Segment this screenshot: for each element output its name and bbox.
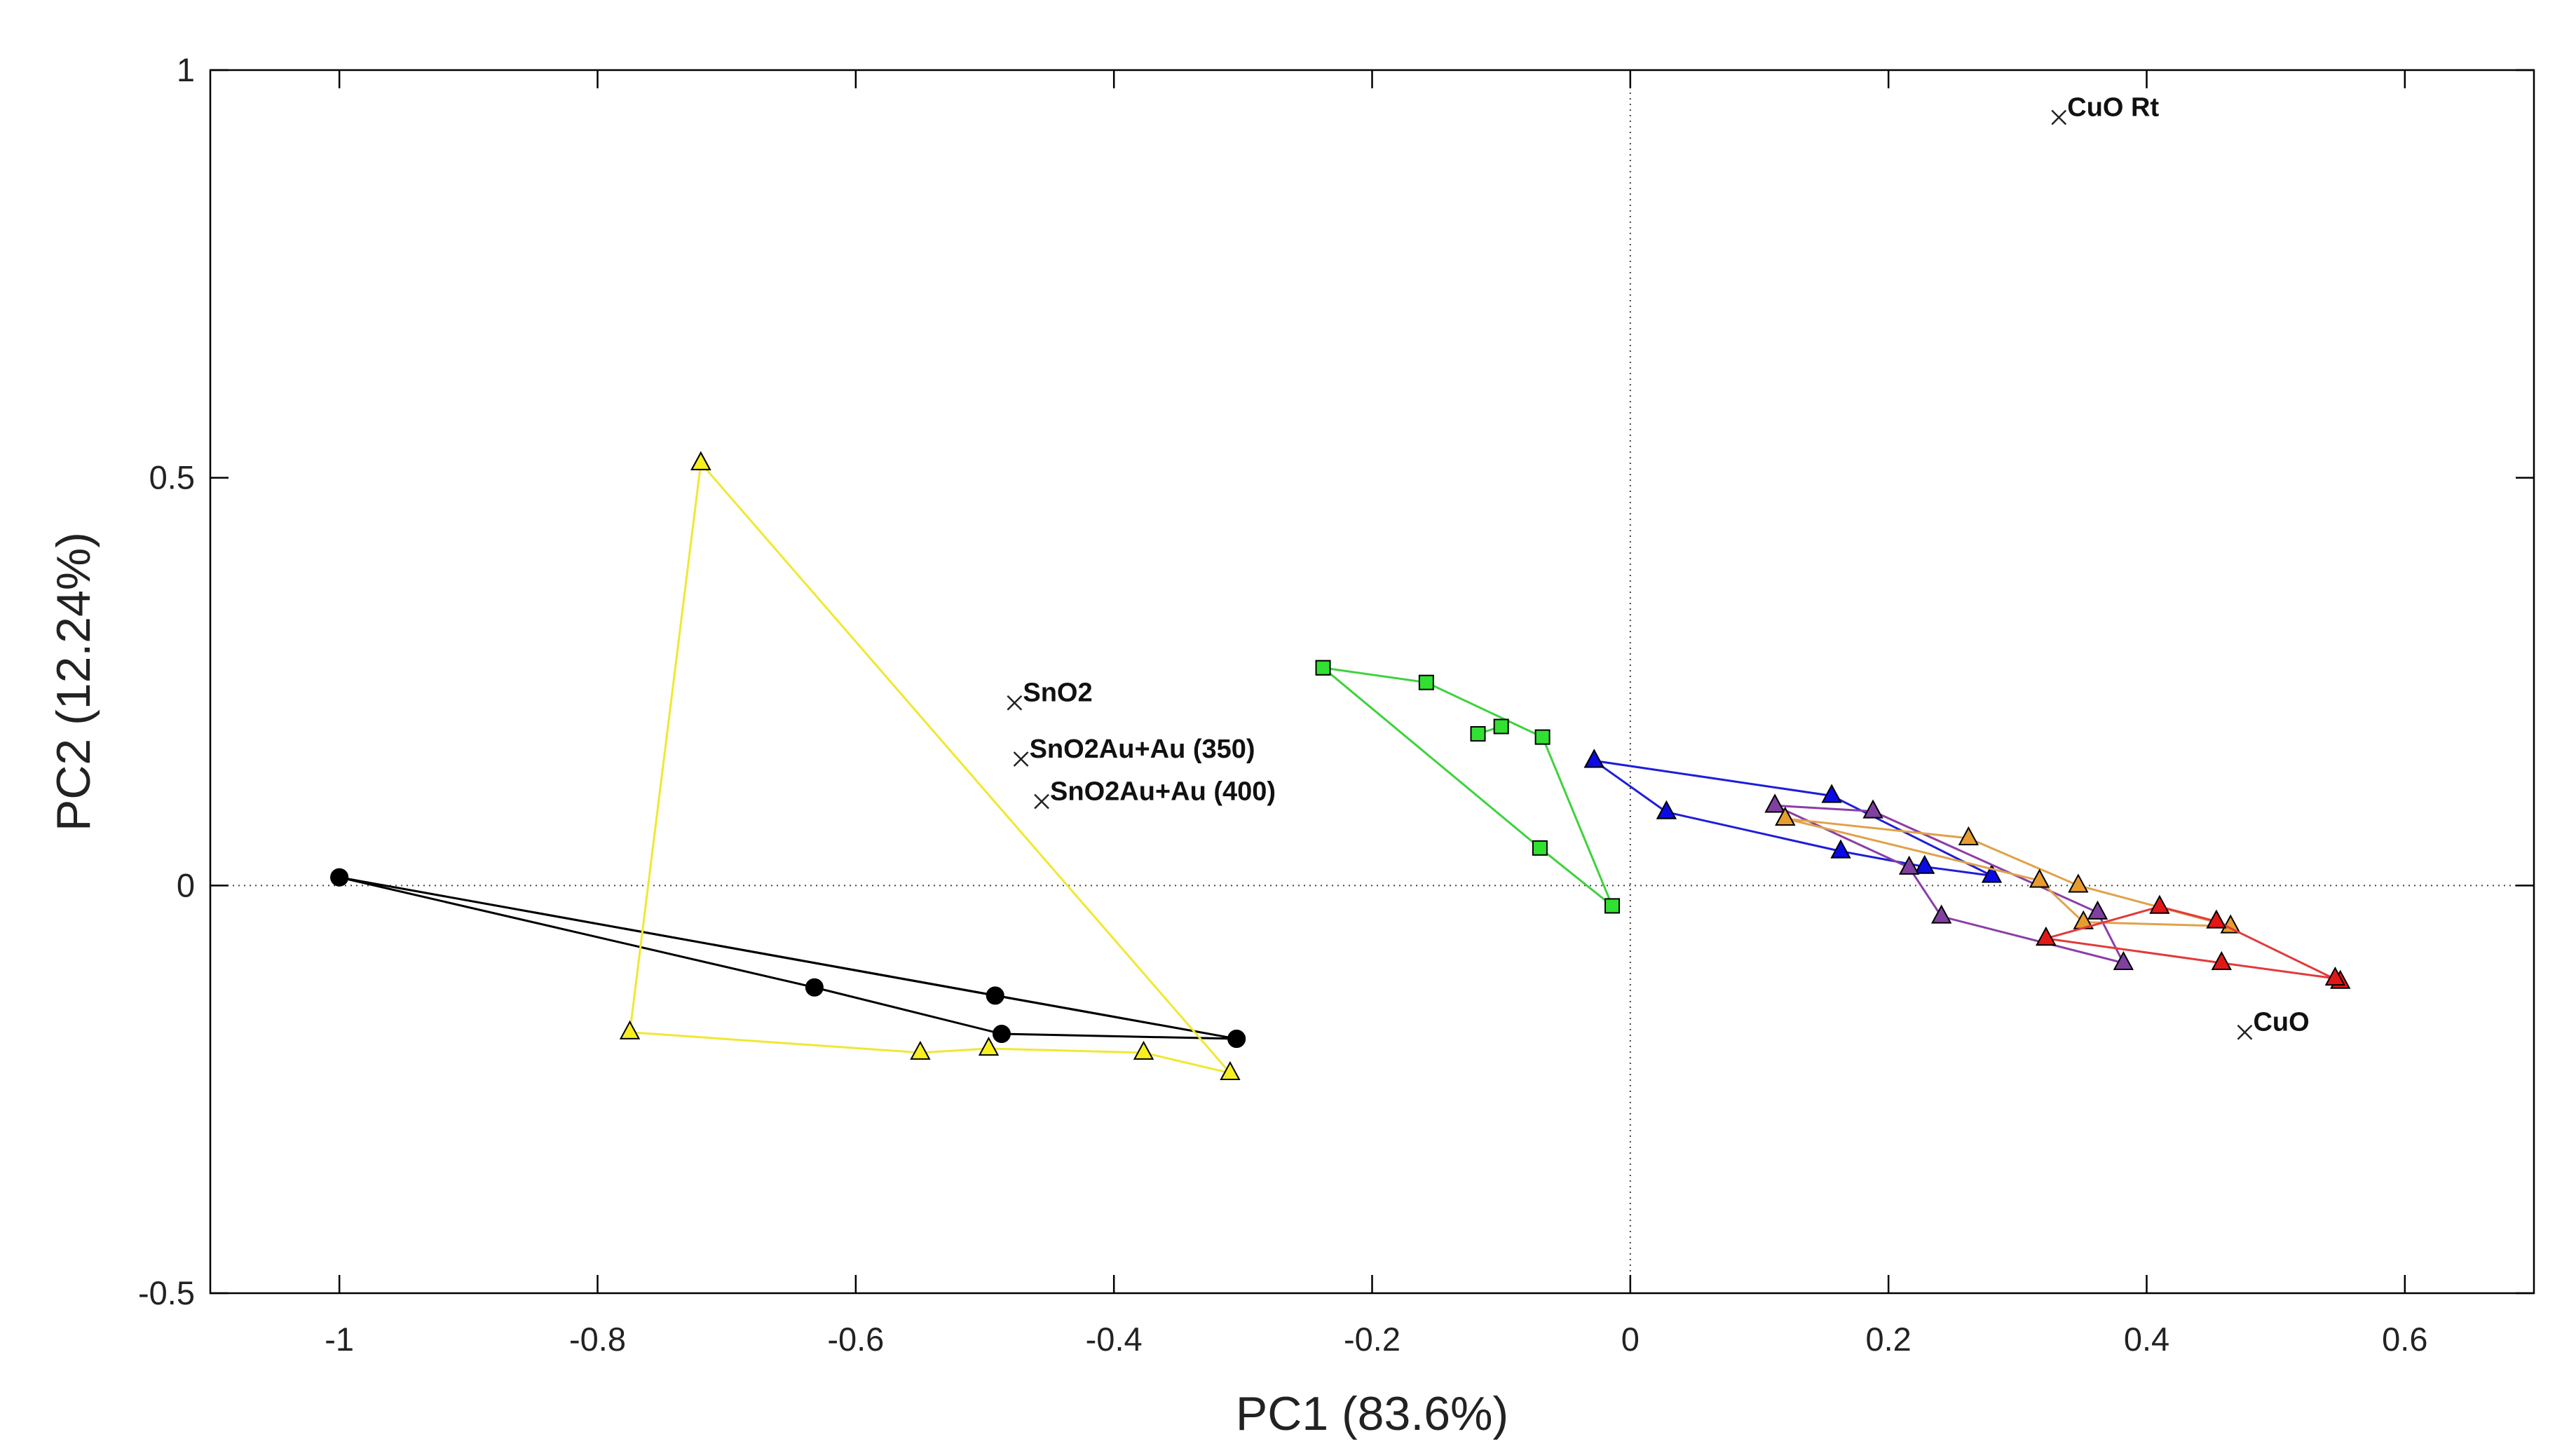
series-blue (1583, 749, 2003, 883)
annotation-label: CuO (2253, 1008, 2309, 1037)
data-point-purple (1898, 855, 1920, 875)
data-point-red (2036, 926, 2057, 946)
reference-lines (210, 70, 2534, 1293)
series-purple (1764, 793, 2134, 970)
data-point-green (1604, 898, 1621, 914)
x-tick-label: -0.6 (827, 1321, 884, 1358)
data-point-purple (2113, 950, 2134, 970)
annotation: SnO2Au+Au (350) (1013, 735, 1255, 767)
annotation: SnO2 (1007, 678, 1093, 711)
annotation-label: CuO Rt (2067, 93, 2159, 122)
y-tick-label: 1 (177, 51, 195, 88)
data-point-blue (1583, 749, 1604, 768)
tick-group: -1 -0.8 -0.6 -0.4 -0.2 0 0.2 0.4 0.6 -0.5 0 0.5 1 (138, 51, 2534, 1358)
data-point-red (2149, 894, 2170, 914)
data-point-red (2324, 966, 2346, 986)
x-tick-label: -0.4 (1086, 1321, 1143, 1358)
data-point-orange (2068, 873, 2089, 893)
series-group (330, 451, 2351, 1081)
annotation-group: SnO2 SnO2Au+Au (350) SnO2Au+Au (400) CuO Rt… (1007, 93, 2310, 1040)
x-tick-label: -0.8 (569, 1321, 626, 1358)
y-tick-label: 0.5 (149, 459, 195, 496)
annotation-label: SnO2 (1023, 678, 1092, 708)
data-point-yellow (1220, 1060, 1241, 1081)
y-tick-label: 0 (177, 866, 195, 903)
y-tick-label: -0.5 (138, 1274, 195, 1311)
data-point-red (2211, 950, 2232, 970)
data-point-yellow (619, 1020, 641, 1039)
x-marker (1007, 695, 1023, 711)
data-point-green-inner (1493, 718, 1509, 735)
data-point-black (992, 1025, 1011, 1044)
annotation: SnO2Au+Au (400) (1034, 777, 1276, 810)
data-point-purple (2087, 900, 2108, 920)
annotation-label: SnO2Au+Au (350) (1030, 735, 1255, 764)
data-point-blue (1830, 839, 1851, 859)
series-green-inner (1470, 718, 1509, 742)
data-point-blue (1981, 864, 2003, 883)
series-black (330, 868, 1246, 1049)
series-red (2036, 894, 2351, 989)
annotation-label: SnO2Au+Au (400) (1050, 777, 1276, 807)
x-axis-label: PC1 (83.6%) (1236, 1387, 1508, 1440)
data-point-black (986, 986, 1004, 1005)
series-yellow (619, 451, 1241, 1081)
data-point-purple (1862, 799, 1883, 819)
data-point-green (1315, 660, 1331, 676)
data-point-orange (2029, 868, 2050, 888)
x-marker (2051, 109, 2067, 125)
y-axis-label: PC2 (12.24%) (47, 532, 100, 831)
data-point-orange (1775, 806, 1796, 826)
annotation: CuO (2237, 1008, 2310, 1040)
data-point-blue (1914, 854, 1935, 874)
data-point-green (1532, 840, 1548, 856)
data-point-yellow (978, 1037, 1000, 1056)
data-point-black (1227, 1030, 1246, 1049)
data-point-black (805, 978, 824, 997)
data-point-green (1534, 729, 1551, 745)
data-point-purple (1764, 793, 1785, 813)
annotation: CuO Rt (2051, 93, 2159, 125)
x-tick-label: -0.2 (1344, 1321, 1401, 1358)
data-point-blue (1821, 784, 1842, 803)
data-point-green (1418, 674, 1434, 690)
series-green (1315, 660, 1621, 914)
series-line-green (1322, 667, 1614, 907)
x-marker (1013, 751, 1029, 767)
data-point-purple (1930, 904, 1952, 924)
data-point-red (2206, 909, 2227, 929)
x-marker (2237, 1024, 2253, 1040)
data-point-green-inner (1470, 725, 1486, 742)
data-point-yellow (690, 451, 711, 470)
data-point-yellow (1133, 1040, 1154, 1060)
x-tick-label: 0.6 (2382, 1321, 2427, 1358)
x-tick-label: 0.4 (2124, 1321, 2169, 1358)
x-marker (1034, 793, 1049, 810)
data-point-black (330, 868, 349, 887)
data-point-yellow (910, 1040, 931, 1060)
x-tick-label: 0 (1621, 1321, 1640, 1358)
x-tick-label: -1 (325, 1321, 354, 1358)
data-point-blue (1656, 800, 1677, 819)
data-point-orange (1958, 826, 1979, 845)
x-tick-label: 0.2 (1865, 1321, 1911, 1358)
